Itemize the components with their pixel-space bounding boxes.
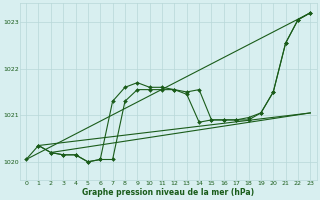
X-axis label: Graphe pression niveau de la mer (hPa): Graphe pression niveau de la mer (hPa) (82, 188, 254, 197)
